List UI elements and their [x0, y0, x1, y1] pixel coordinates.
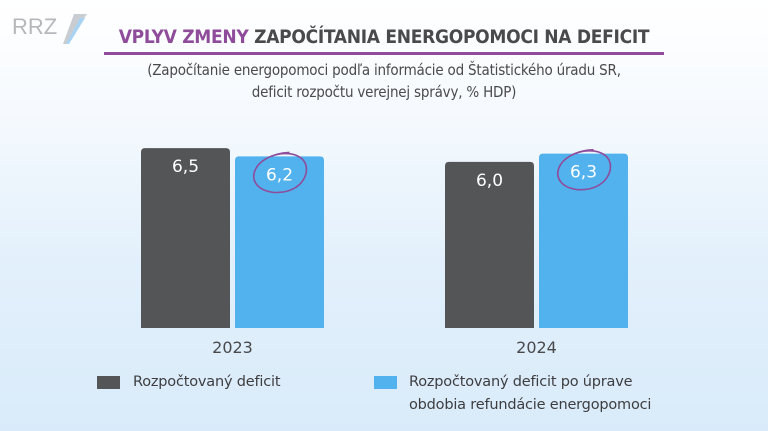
title-rest: ZAPOČÍTANIA ENERGOPOMOCI NA DEFICIT: [254, 26, 650, 48]
legend-label-series1: Rozpočtovaný deficit: [133, 374, 281, 390]
logo-text: RRZ: [12, 14, 58, 39]
page-title: VPLYV ZMENY ZAPOČÍTANIA ENERGOPOMOCI NA …: [0, 26, 768, 48]
subtitle-line-1: (Započítanie energopomoci podľa informác…: [147, 61, 621, 79]
data-label-2023-series2: 6,2: [266, 165, 293, 185]
bar-2024-series1: [445, 161, 534, 328]
annotation-circle-2024: [557, 148, 612, 191]
bar-2024-series2: [539, 153, 628, 328]
category-label-2024: 2024: [516, 338, 557, 357]
data-label-2024-series1: 6,0: [476, 171, 503, 191]
title-underline: [104, 52, 664, 55]
logo-slash-icon: [63, 14, 87, 44]
category-label-2023: 2023: [212, 338, 253, 357]
legend-swatch-series2: [374, 376, 397, 389]
title-highlight: VPLYV ZMENY: [118, 26, 249, 48]
legend-label-series2-line1: Rozpočtovaný deficit po úprave: [409, 374, 633, 390]
data-label-2023-series1: 6,5: [172, 157, 199, 177]
subtitle-line-2: deficit rozpočtu verejnej správy, % HDP): [251, 83, 517, 101]
annotation-circle-2023: [253, 151, 308, 194]
bar-2023-series1: [141, 148, 230, 328]
legend-label-series2-line2: obdobia refundácie energopomoci: [409, 397, 652, 413]
legend-swatch-series1: [97, 376, 120, 389]
bar-2023-series2: [235, 156, 324, 328]
data-label-2024-series2: 6,3: [570, 163, 597, 183]
